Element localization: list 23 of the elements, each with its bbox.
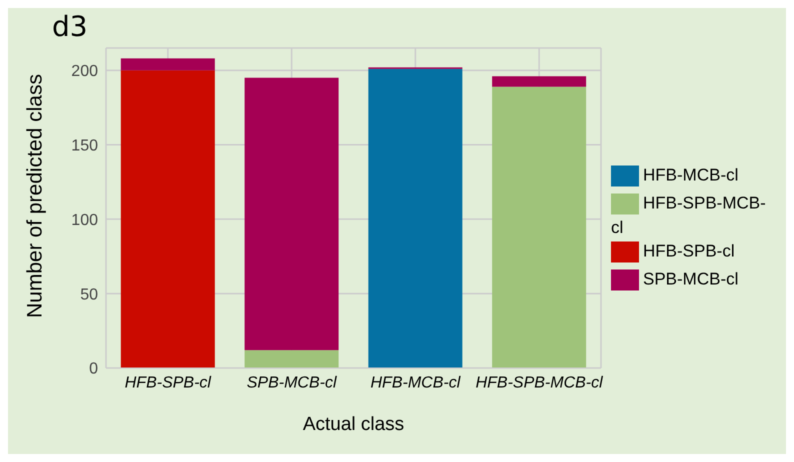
- legend-label: SPB-MCB-cl: [643, 269, 738, 288]
- bar: [244, 350, 339, 368]
- y-tick-label: 200: [71, 63, 98, 80]
- x-tick-label: HFB-MCB-cl: [370, 374, 461, 392]
- bar: [244, 78, 339, 350]
- x-tick-label: HFB-SPB-cl: [124, 374, 212, 392]
- x-axis-title: Actual class: [302, 414, 404, 435]
- bar: [120, 70, 215, 368]
- x-tick-label: HFB-SPB-MCB-cl: [476, 374, 604, 392]
- text: d3: [52, 10, 88, 43]
- y-tick-label: 0: [89, 360, 98, 378]
- bar: [120, 58, 215, 70]
- bar: [368, 68, 462, 368]
- y-axis-title: Number of predicted class: [23, 74, 46, 318]
- y-tick-label: 100: [71, 212, 98, 229]
- y-tick-label: 50: [80, 286, 98, 304]
- bar: [492, 86, 586, 368]
- x-tick-label: SPB-MCB-cl: [246, 374, 337, 392]
- legend-label: HFB-MCB-cl: [643, 165, 738, 184]
- y-tick-label: 150: [71, 137, 98, 154]
- text: HFB-SPB-MCB-cl: [611, 193, 766, 237]
- legend-label: HFB-SPB-cl: [643, 241, 735, 260]
- bar: [492, 76, 586, 87]
